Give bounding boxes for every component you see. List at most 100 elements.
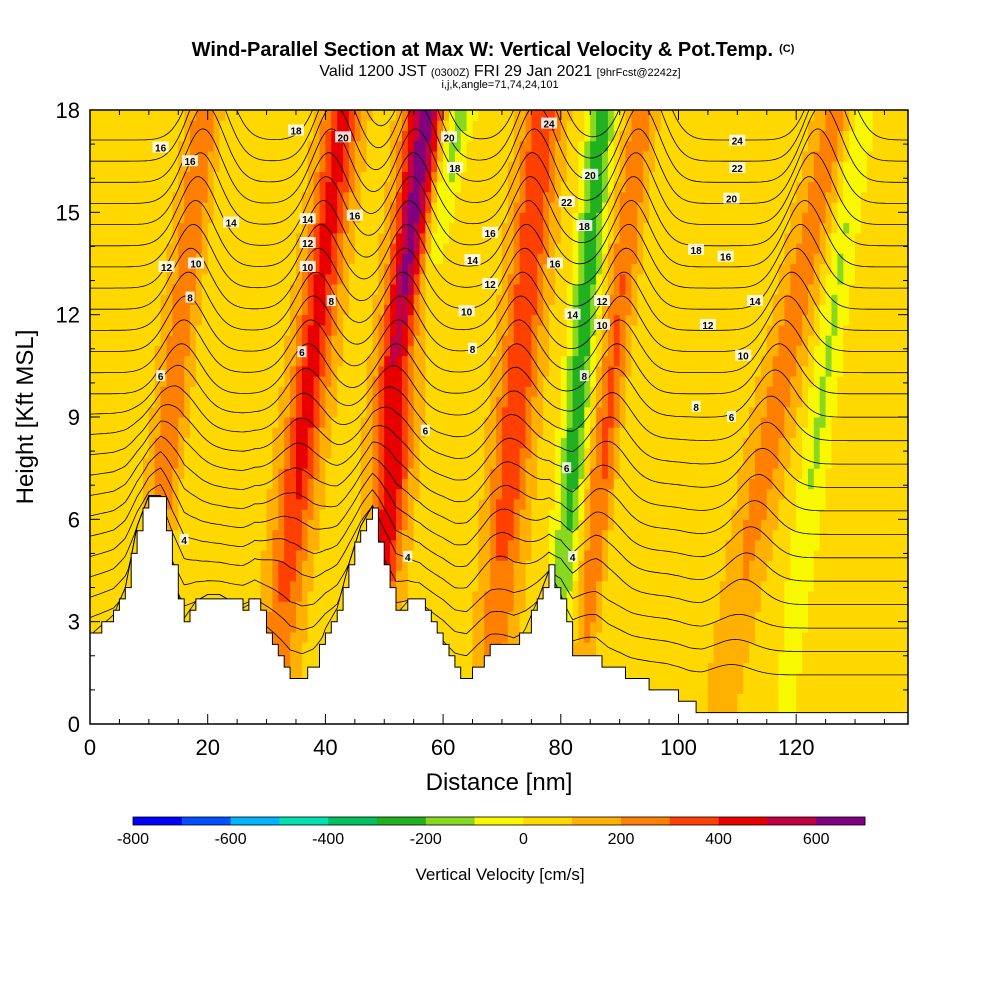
- velocity-cell: [143, 140, 150, 152]
- velocity-cell: [360, 212, 368, 224]
- velocity-cell: [319, 181, 326, 193]
- velocity-cell: [190, 457, 197, 469]
- velocity-cell: [531, 171, 538, 183]
- velocity-cell: [554, 396, 562, 408]
- velocity-cell: [131, 191, 138, 203]
- velocity-cell: [390, 406, 397, 418]
- velocity-cell: [419, 294, 427, 305]
- velocity-cell: [172, 314, 179, 326]
- velocity-cell: [307, 304, 315, 316]
- velocity-cell: [560, 580, 568, 592]
- velocity-cell: [566, 539, 574, 551]
- velocity-cell: [272, 130, 279, 142]
- velocity-cell: [266, 386, 273, 398]
- velocity-cell: [219, 468, 226, 479]
- velocity-cell: [296, 417, 303, 428]
- velocity-cell: [354, 386, 362, 398]
- velocity-cell: [260, 386, 268, 398]
- velocity-cell: [301, 621, 309, 633]
- velocity-cell: [537, 335, 544, 346]
- velocity-cell: [137, 140, 144, 152]
- velocity-cell: [425, 294, 432, 305]
- velocity-cell: [519, 580, 527, 592]
- velocity-cell: [243, 417, 250, 428]
- velocity-cell: [343, 519, 350, 531]
- velocity-cell: [513, 222, 521, 234]
- velocity-cell: [490, 120, 497, 131]
- velocity-cell: [101, 529, 109, 541]
- velocity-cell: [366, 376, 374, 387]
- velocity-cell: [496, 580, 503, 592]
- velocity-cell: [184, 191, 191, 203]
- velocity-cell: [254, 437, 262, 449]
- velocity-cell: [219, 437, 226, 449]
- velocity-cell: [307, 652, 315, 664]
- velocity-cell: [501, 294, 509, 305]
- velocity-cell: [131, 140, 138, 152]
- velocity-cell: [372, 284, 379, 295]
- velocity-cell: [401, 120, 409, 131]
- velocity-cell: [354, 478, 362, 490]
- velocity-cell: [207, 355, 215, 367]
- velocity-cell: [366, 488, 374, 500]
- velocity-cell: [195, 243, 203, 254]
- velocity-cell: [272, 539, 279, 551]
- velocity-cell: [507, 539, 515, 551]
- velocity-cell: [366, 335, 374, 346]
- velocity-cell: [384, 376, 391, 387]
- velocity-cell: [184, 560, 191, 572]
- velocity-cell: [460, 171, 468, 183]
- velocity-cell: [537, 478, 544, 490]
- velocity-cell: [272, 324, 279, 336]
- velocity-cell: [490, 417, 497, 428]
- velocity-cell: [454, 120, 462, 131]
- velocity-cell: [496, 560, 503, 572]
- velocity-cell: [466, 591, 474, 602]
- velocity-cell: [519, 519, 527, 531]
- velocity-cell: [201, 580, 209, 592]
- velocity-cell: [525, 550, 532, 561]
- velocity-cell: [449, 468, 456, 479]
- velocity-cell: [119, 294, 126, 305]
- velocity-cell: [490, 580, 497, 592]
- velocity-cell: [278, 570, 285, 582]
- velocity-cell: [272, 365, 279, 377]
- velocity-cell: [154, 232, 162, 244]
- velocity-cell: [331, 498, 338, 510]
- velocity-cell: [143, 110, 150, 121]
- velocity-cell: [178, 570, 185, 582]
- velocity-cell: [254, 232, 262, 244]
- velocity-cell: [537, 161, 544, 172]
- velocity-cell: [201, 417, 209, 428]
- velocity-cell: [343, 273, 350, 285]
- velocity-cell: [195, 519, 203, 531]
- velocity-cell: [290, 232, 297, 244]
- velocity-cell: [272, 631, 279, 643]
- velocity-cell: [337, 406, 344, 418]
- velocity-cell: [443, 161, 450, 172]
- velocity-cell: [201, 263, 209, 275]
- velocity-cell: [225, 591, 232, 602]
- velocity-cell: [519, 611, 527, 623]
- velocity-cell: [195, 335, 203, 346]
- velocity-cell: [519, 232, 527, 244]
- velocity-cell: [131, 498, 138, 510]
- velocity-cell: [331, 324, 338, 336]
- velocity-cell: [454, 560, 462, 572]
- velocity-cell: [296, 222, 303, 234]
- velocity-cell: [278, 642, 285, 653]
- velocity-cell: [431, 457, 438, 469]
- velocity-cell: [401, 222, 409, 234]
- velocity-cell: [231, 427, 238, 438]
- velocity-cell: [360, 130, 368, 142]
- velocity-cell: [296, 529, 303, 541]
- velocity-cell: [484, 140, 491, 152]
- velocity-cell: [419, 273, 427, 285]
- velocity-cell: [413, 498, 421, 510]
- velocity-cell: [313, 468, 321, 479]
- velocity-cell: [201, 243, 209, 254]
- velocity-cell: [243, 130, 250, 142]
- velocity-cell: [513, 355, 521, 367]
- velocity-cell: [484, 253, 491, 265]
- velocity-cell: [201, 181, 209, 193]
